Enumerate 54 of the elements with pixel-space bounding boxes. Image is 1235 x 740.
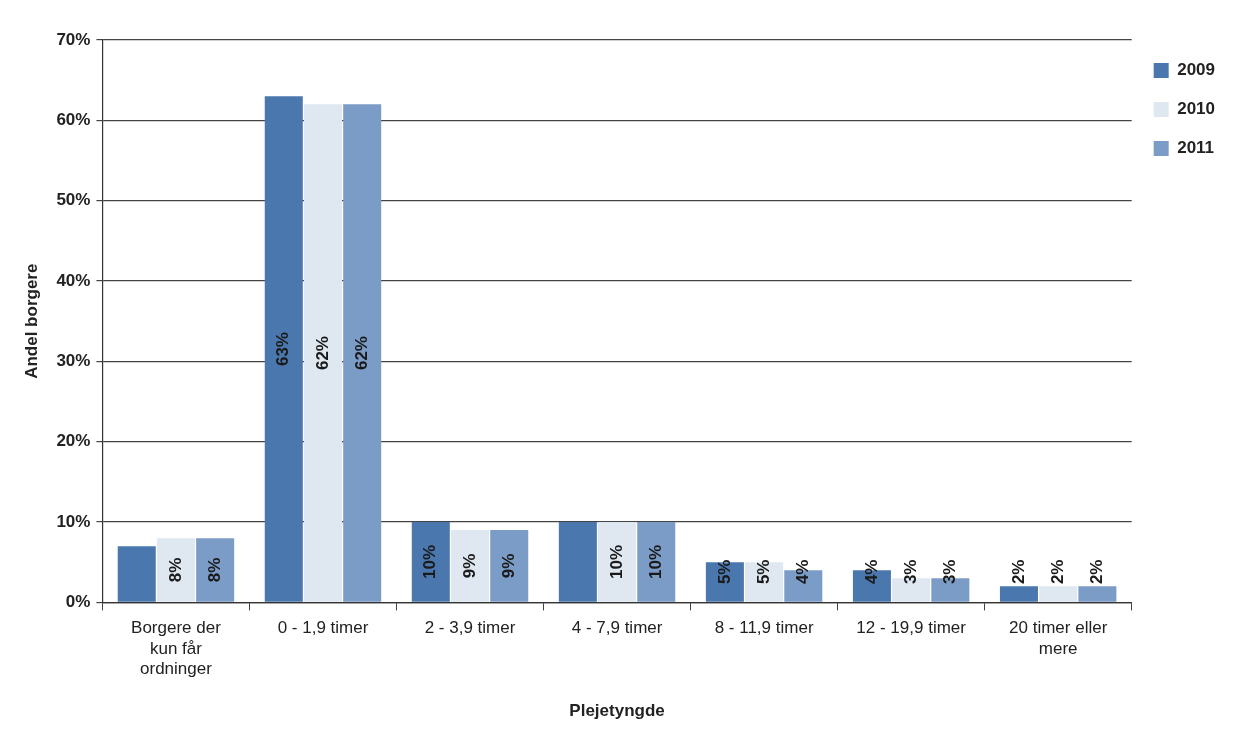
data-label: 10% bbox=[420, 544, 440, 579]
bar bbox=[196, 538, 235, 602]
y-tick-label: 60% bbox=[56, 110, 91, 130]
bar bbox=[637, 522, 676, 602]
data-label: 2% bbox=[1008, 559, 1028, 585]
data-label: 3% bbox=[900, 559, 920, 585]
data-label: 3% bbox=[940, 559, 960, 585]
y-tick-label: 20% bbox=[56, 431, 91, 451]
data-label: 63% bbox=[273, 332, 293, 367]
data-label: 10% bbox=[645, 544, 665, 579]
y-axis-title: Andel borgere bbox=[21, 263, 41, 379]
data-label: 5% bbox=[714, 559, 734, 585]
x-tick-label: 2 - 3,9 timer bbox=[424, 618, 516, 638]
y-tick-label: 0% bbox=[65, 592, 91, 612]
bar bbox=[117, 546, 156, 602]
bar bbox=[598, 522, 637, 602]
bar bbox=[558, 522, 597, 602]
x-tick-label: 8 - 11,9 timer bbox=[714, 618, 814, 638]
bar bbox=[1078, 586, 1117, 602]
y-tick-label: 30% bbox=[56, 351, 91, 371]
x-tick-label: 12 - 19,9 timer bbox=[856, 618, 967, 638]
x-tick-label: 20 timer eller mere bbox=[1009, 618, 1108, 658]
x-tick-label: 0 - 1,9 timer bbox=[277, 618, 369, 638]
data-label: 5% bbox=[753, 559, 773, 585]
bar bbox=[1039, 586, 1078, 602]
data-label: 9% bbox=[459, 553, 479, 579]
legend-label: 2011 bbox=[1177, 138, 1215, 158]
data-label: 62% bbox=[351, 336, 371, 371]
bar bbox=[303, 104, 342, 602]
legend-label: 2010 bbox=[1177, 99, 1216, 119]
data-label: 8% bbox=[165, 557, 185, 583]
data-label: 4% bbox=[861, 559, 881, 585]
bar bbox=[451, 530, 490, 602]
x-tick-label: 4 - 7,9 timer bbox=[571, 618, 663, 638]
data-label: 2% bbox=[1047, 559, 1067, 585]
bar bbox=[343, 104, 382, 602]
x-tick-label: Borgere der kun får ordninger bbox=[131, 618, 222, 679]
y-tick-label: 40% bbox=[56, 270, 91, 290]
bar bbox=[264, 96, 303, 602]
data-label: 2% bbox=[1087, 559, 1107, 585]
y-tick-label: 10% bbox=[56, 511, 91, 531]
data-label: 8% bbox=[204, 557, 224, 583]
y-tick-label: 50% bbox=[56, 190, 91, 210]
data-label: 62% bbox=[312, 336, 332, 371]
data-label: 10% bbox=[606, 544, 626, 579]
data-label: 4% bbox=[792, 559, 812, 585]
bar bbox=[411, 522, 450, 602]
data-label: 9% bbox=[498, 553, 518, 579]
x-axis-title: Plejetyngde bbox=[569, 701, 665, 721]
bar bbox=[999, 586, 1038, 602]
bar bbox=[490, 530, 529, 602]
bar bbox=[156, 538, 195, 602]
y-tick-label: 70% bbox=[56, 29, 91, 49]
legend-label: 2009 bbox=[1177, 60, 1216, 80]
